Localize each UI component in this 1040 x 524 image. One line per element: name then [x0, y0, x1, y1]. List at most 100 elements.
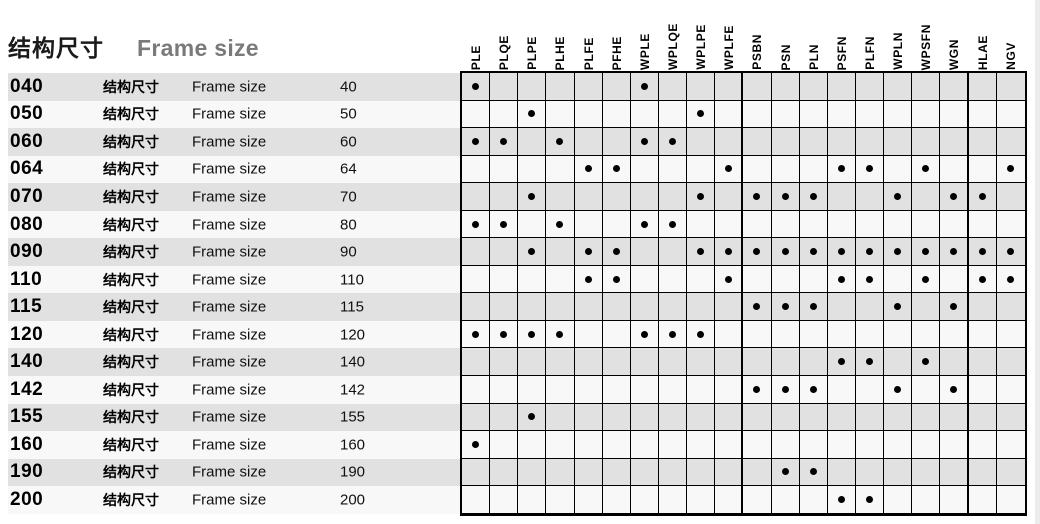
availability-cell-040-wgn [940, 73, 969, 101]
availability-cell-040-wplfe [715, 73, 744, 101]
availability-cell-064-wplpe [687, 155, 716, 184]
availability-cell-115-plhe [546, 293, 575, 321]
row-label-en: Frame size [192, 408, 267, 426]
availability-cell-090-pfhe [602, 238, 631, 266]
availability-cell-200-plfe [574, 486, 603, 514]
availability-cell-050-wgn [940, 100, 969, 129]
column-header-hlae: HLAE [969, 0, 997, 73]
availability-cell-155-psfn [827, 403, 856, 432]
availability-cells [462, 293, 1025, 321]
column-header-psn: PSN [772, 0, 800, 73]
availability-cell-200-ngv [996, 486, 1025, 514]
row-size-value: 64 [340, 160, 357, 178]
availability-cell-190-wplpe [687, 458, 716, 487]
availability-cell-140-plhe [546, 348, 575, 377]
availability-cell-160-psn [771, 431, 800, 459]
availability-cell-190-wgn [940, 458, 969, 487]
availability-cell-080-pfhe [602, 210, 631, 239]
row-size-value: 160 [340, 436, 366, 454]
availability-cell-064-psbn [743, 155, 772, 184]
availability-cell-120-wpln [884, 320, 913, 349]
availability-cell-155-ngv [996, 403, 1025, 432]
availability-cell-110-plfn [855, 265, 885, 294]
availability-cell-050-ngv [996, 100, 1025, 129]
column-header-label: WPLQE [666, 23, 681, 70]
row-size-value: 50 [340, 105, 357, 123]
availability-cell-064-plhe [546, 155, 575, 184]
availability-cell-190-pfhe [602, 458, 631, 487]
availability-cell-200-wgn [940, 486, 969, 514]
row-label-cn: 结构尺寸 [103, 491, 159, 508]
availability-cell-190-plqe [490, 458, 519, 487]
availability-cell-200-wplfe [715, 486, 744, 514]
column-headers: PLE PLQE PLPE PLHE PLFE PFHE WPLE WPLQE WPLPE WPL… [462, 0, 1025, 73]
availability-cell-190-plhe [546, 458, 575, 487]
column-header-label: WPLFE [722, 25, 737, 70]
availability-cell-060-wplfe [715, 128, 744, 156]
availability-cell-190-psfn [827, 458, 856, 487]
availability-cell-080-psbn [743, 210, 772, 239]
availability-dot [949, 248, 957, 256]
availability-cell-115-plfn [855, 293, 885, 321]
row-labels: 190 结构尺寸 Frame size 190 [8, 458, 462, 487]
availability-cell-140-hlae [968, 348, 997, 377]
availability-cell-115-plfe [574, 293, 603, 321]
availability-cell-120-wplqe [658, 320, 688, 349]
availability-cell-090-plfe [574, 238, 603, 266]
page-edge-strip [1035, 0, 1040, 524]
availability-dot [866, 495, 874, 503]
row-label-en: Frame size [192, 326, 267, 344]
frame-size-row-120: 120 结构尺寸 Frame size 120 [0, 320, 1040, 349]
row-size-value: 70 [340, 188, 357, 206]
availability-cell-142-pln [799, 376, 828, 404]
availability-dot [612, 165, 620, 173]
availability-cell-064-pfhe [602, 155, 631, 184]
row-code: 040 [10, 75, 44, 97]
availability-cell-120-psbn [743, 320, 772, 349]
availability-dot [781, 248, 789, 256]
availability-dot [556, 220, 564, 228]
availability-cell-090-plfn [855, 238, 885, 266]
row-label-en: Frame size [192, 160, 267, 178]
availability-cell-115-hlae [968, 293, 997, 321]
availability-dot [922, 248, 930, 256]
availability-cell-090-psn [771, 238, 800, 266]
row-size-value: 40 [340, 78, 357, 96]
availability-cell-115-plpe [518, 293, 547, 321]
availability-cell-050-psn [771, 100, 800, 129]
availability-cell-070-pfhe [602, 183, 631, 211]
availability-cell-140-psn [771, 348, 800, 377]
availability-cell-120-plpe [518, 320, 547, 349]
availability-cell-115-plqe [490, 293, 519, 321]
availability-cell-110-wpsfn [912, 265, 941, 294]
availability-cell-142-psn [771, 376, 800, 404]
availability-cells [462, 128, 1025, 156]
availability-cell-140-psbn [743, 348, 772, 377]
row-labels: 115 结构尺寸 Frame size 115 [8, 293, 462, 321]
availability-cell-080-wple [630, 210, 659, 239]
availability-cell-155-wgn [940, 403, 969, 432]
availability-dot [640, 82, 648, 90]
availability-cell-080-wpln [884, 210, 913, 239]
availability-dot [781, 303, 789, 311]
availability-cell-140-wpln [884, 348, 913, 377]
availability-cell-200-psn [771, 486, 800, 514]
availability-cell-140-wplqe [658, 348, 688, 377]
availability-cells [462, 155, 1025, 184]
availability-cell-190-wple [630, 458, 659, 487]
availability-cell-200-wplpe [687, 486, 716, 514]
availability-cell-064-ngv [996, 155, 1025, 184]
availability-cell-142-wplfe [715, 376, 744, 404]
row-label-cn: 结构尺寸 [103, 464, 159, 481]
column-header-label: WPSFN [919, 23, 934, 70]
availability-cell-064-wple [630, 155, 659, 184]
availability-cell-064-wplfe [715, 155, 744, 184]
availability-dot [669, 137, 677, 145]
column-header-psbn: PSBN [743, 0, 771, 73]
availability-cell-190-psbn [743, 458, 772, 487]
row-label-en: Frame size [192, 353, 267, 371]
availability-dot [556, 137, 564, 145]
availability-cell-090-ple [462, 238, 491, 266]
availability-cell-090-wpln [884, 238, 913, 266]
row-code: 070 [10, 185, 44, 207]
